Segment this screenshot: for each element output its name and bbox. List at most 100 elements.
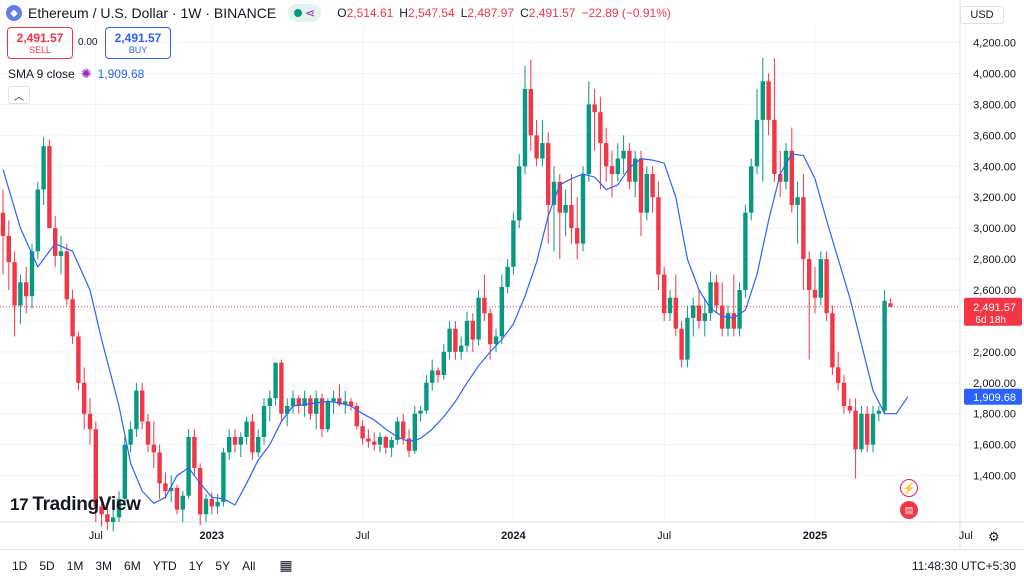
y-tick-label: 4,200.00 [973, 38, 1016, 50]
candle-body [569, 204, 574, 229]
dividend-event-icon[interactable]: ⚡ [900, 479, 918, 497]
high-value: 2,547.54 [407, 6, 455, 20]
candle-body [499, 286, 504, 337]
symbol-header: ◆ Ethereum / U.S. Dollar · 1W · BINANCE … [0, 0, 960, 26]
open-value: 2,514.61 [346, 6, 394, 20]
candle-body [105, 514, 110, 522]
candle-body [493, 336, 499, 345]
candle-body [221, 452, 226, 502]
candle-body [64, 251, 69, 300]
ohlc-values: O2,514.61 H2,547.54 L2,487.97 C2,491.57 … [337, 6, 671, 20]
candle-body [273, 362, 278, 399]
buy-button[interactable]: 2,491.57 BUY [105, 27, 171, 59]
close-value: 2,491.57 [528, 6, 576, 20]
candle-body [818, 259, 823, 298]
range-1m-button[interactable]: 1M [66, 558, 84, 573]
x-tick-label: Jul [89, 530, 103, 542]
candle-body [424, 382, 429, 411]
candle-body [250, 421, 255, 453]
candle-body [859, 413, 864, 450]
candle-body [598, 112, 603, 144]
change-value: −22.89 (−0.91%) [581, 6, 671, 20]
candle-body [116, 498, 122, 518]
candle-body [528, 88, 533, 136]
y-tick-label: 4,000.00 [973, 68, 1016, 80]
candle-body [12, 262, 17, 306]
candle-body [557, 181, 562, 213]
chart-settings-icon[interactable]: ⚙ [988, 529, 1000, 544]
sell-button[interactable]: 2,491.57 SELL [7, 27, 73, 59]
countdown-label: 6d 18h [975, 315, 1006, 326]
market-status-badge[interactable]: ⋖ [288, 4, 322, 22]
candle-body [430, 370, 435, 383]
price-chart[interactable]: 1,400.00 1,600.00 1,800.00 2,000.00 2,200.00… [0, 0, 1024, 549]
range-5d-button[interactable]: 5D [39, 558, 55, 573]
calendar-range-icon[interactable]: ▦ [279, 557, 293, 573]
collapse-legend-button[interactable]: ︿ [8, 86, 30, 104]
y-tick-label: 2,600.00 [973, 285, 1016, 297]
candle-body [453, 328, 458, 352]
range-1y-button[interactable]: 1Y [188, 558, 204, 573]
indicator-value: 1,909.68 [97, 67, 145, 81]
candle-body [296, 398, 301, 407]
candle-body [406, 438, 412, 451]
candle-body [714, 282, 719, 306]
candle-body [157, 452, 162, 484]
candle-body [540, 143, 545, 159]
candle-body [621, 150, 626, 159]
range-5y-button[interactable]: 5Y [215, 558, 231, 573]
candle-body [766, 81, 771, 120]
sma-price-tag [964, 388, 1022, 405]
symbol-title[interactable]: Ethereum / U.S. Dollar · 1W · BINANCE [28, 5, 277, 21]
candle-body [238, 436, 243, 445]
tradingview-mark-icon: 17 [10, 495, 29, 514]
candle-body [795, 197, 800, 205]
currency-selector[interactable]: USD [960, 6, 1004, 24]
candle-body [35, 189, 40, 252]
candle-body [360, 426, 365, 439]
candle-body [82, 382, 87, 414]
range-1d-button[interactable]: 1D [12, 558, 28, 573]
candle-body [325, 401, 330, 430]
range-all-button[interactable]: All [242, 558, 256, 573]
candle-body [662, 274, 667, 314]
tradingview-logo[interactable]: 17 TradingView [10, 494, 141, 516]
candle-body [209, 498, 214, 507]
candle-body [186, 436, 191, 496]
candle-body [853, 410, 858, 450]
candle-body [778, 174, 783, 182]
logo-text: TradingView [32, 494, 141, 515]
candle-body [586, 104, 591, 175]
candle-body [111, 517, 116, 522]
candle-body [343, 401, 348, 405]
candle-body [633, 158, 638, 182]
candle-body [517, 166, 522, 221]
range-ytd-button[interactable]: YTD [152, 558, 177, 573]
candle-body [720, 305, 725, 329]
candle-body [459, 345, 464, 352]
low-value: 2,487.97 [467, 6, 515, 20]
candle-body [0, 212, 6, 236]
candle-body [604, 143, 609, 167]
candle-body [470, 320, 475, 340]
candle-body [377, 436, 383, 445]
chevron-up-icon: ︿ [14, 91, 24, 103]
indicator-legend[interactable]: SMA 9 close ✺ 1,909.68 [8, 66, 144, 82]
candle-body [656, 197, 661, 275]
candle-body [174, 487, 180, 510]
indicator-name: SMA 9 close [8, 67, 75, 81]
candle-body [87, 413, 93, 430]
clock-display[interactable]: 11:48:30 UTC+5:30 [911, 559, 1016, 573]
candle-body [122, 444, 127, 499]
us-flag-event-icon[interactable]: ▤ [900, 501, 918, 519]
candle-body [215, 501, 220, 507]
candle-body [679, 328, 684, 360]
range-3m-button[interactable]: 3M [95, 558, 113, 573]
candle-body [198, 467, 203, 515]
candle-body [476, 297, 481, 340]
candle-body [279, 362, 284, 414]
candle-body [314, 398, 319, 414]
range-6m-button[interactable]: 6M [124, 558, 141, 573]
y-tick-label: 3,400.00 [973, 161, 1016, 173]
candle-body [482, 297, 487, 314]
